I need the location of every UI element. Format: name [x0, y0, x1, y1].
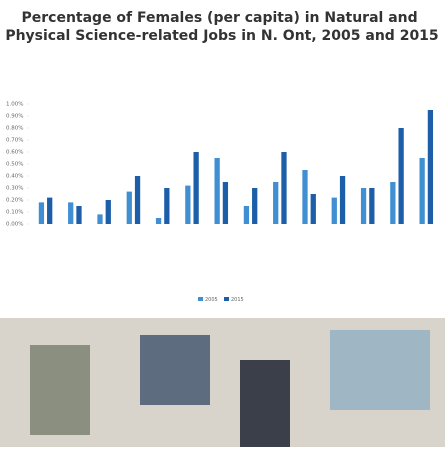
y-tick-label: 0.10% [6, 210, 23, 216]
legend-swatch [224, 297, 229, 301]
bar [390, 182, 396, 224]
bar [273, 182, 279, 224]
bar [360, 188, 367, 224]
bar [134, 176, 141, 224]
bar [126, 191, 132, 224]
bar [243, 206, 250, 224]
bar [185, 185, 191, 224]
bar [419, 158, 425, 224]
bar [302, 170, 308, 224]
y-tick-label: 0.40% [6, 174, 23, 180]
y-tick-label: 0.20% [6, 198, 23, 204]
bar [164, 188, 170, 224]
legend-label: 2005 [205, 297, 218, 303]
bar [339, 176, 346, 224]
bar [398, 128, 404, 224]
y-tick-label: 0.30% [6, 186, 23, 192]
bar [105, 200, 111, 224]
title-line: Physical Science-related Jobs in N. Ont,… [5, 28, 438, 44]
y-tick-label: 0.90% [6, 114, 23, 120]
title-line: Percentage of Females (per capita) in Na… [21, 10, 417, 26]
bar [214, 158, 220, 224]
y-tick-label: 0.60% [6, 150, 23, 156]
bar [331, 197, 337, 224]
bar [252, 188, 258, 224]
y-tick-label: 0.00% [6, 222, 23, 228]
bar [155, 218, 162, 224]
photo-shape [330, 330, 430, 410]
legend-swatch [198, 297, 203, 301]
y-tick-label: 0.80% [6, 126, 23, 132]
legend-label: 2015 [231, 297, 244, 303]
y-tick-label: 0.70% [6, 138, 23, 144]
y-tick-label: 1.00% [6, 102, 23, 108]
bar [281, 152, 287, 224]
bar [193, 152, 199, 224]
bar [369, 188, 375, 224]
bar [97, 214, 103, 224]
bar [427, 110, 434, 224]
bar [38, 202, 45, 224]
bar [222, 182, 229, 224]
bar [76, 206, 82, 224]
photo-shape [140, 335, 210, 405]
photo-shape [240, 360, 290, 447]
bar [47, 197, 53, 224]
y-tick-label: 0.50% [6, 162, 23, 168]
chart-title: Percentage of Females (per capita) in Na… [5, 10, 438, 44]
photo-shape [30, 345, 90, 435]
photo [0, 318, 445, 447]
bar [310, 194, 316, 224]
bar [68, 202, 74, 224]
